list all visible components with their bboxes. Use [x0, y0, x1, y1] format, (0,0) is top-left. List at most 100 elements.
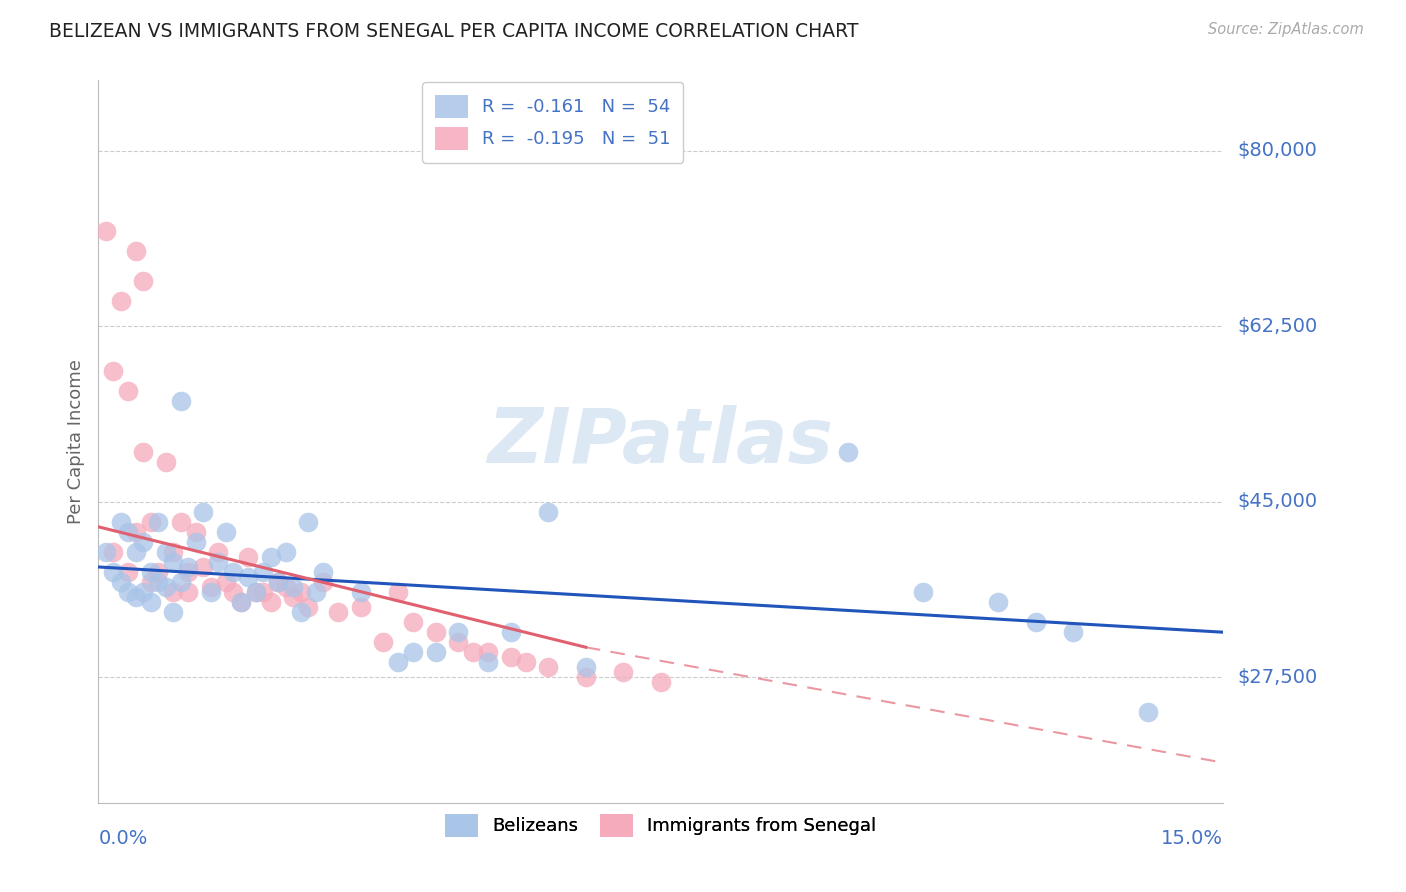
Point: [987, 595, 1010, 609]
Point: [184, 524, 207, 539]
Point: [139, 574, 162, 589]
Point: [447, 635, 470, 649]
Point: [575, 660, 598, 674]
Text: BELIZEAN VS IMMIGRANTS FROM SENEGAL PER CAPITA INCOME CORRELATION CHART: BELIZEAN VS IMMIGRANTS FROM SENEGAL PER …: [49, 22, 859, 41]
Point: [290, 605, 312, 619]
Point: [387, 585, 409, 599]
Point: [290, 585, 312, 599]
Point: [297, 515, 319, 529]
Point: [117, 585, 139, 599]
Point: [312, 574, 335, 589]
Text: $62,500: $62,500: [1237, 317, 1317, 335]
Point: [267, 574, 290, 589]
Point: [110, 515, 132, 529]
Point: [238, 570, 260, 584]
Point: [312, 565, 335, 579]
Point: [94, 224, 117, 238]
Point: [125, 524, 148, 539]
Point: [499, 625, 522, 640]
Point: [252, 585, 274, 599]
Point: [575, 670, 598, 684]
Point: [117, 565, 139, 579]
Point: [260, 549, 283, 564]
Point: [229, 595, 252, 609]
Point: [139, 595, 162, 609]
Point: [612, 665, 634, 680]
Point: [373, 635, 395, 649]
Point: [245, 585, 267, 599]
Point: [125, 244, 148, 258]
Point: [103, 545, 125, 559]
Point: [305, 585, 328, 599]
Point: [103, 364, 125, 378]
Point: [200, 585, 222, 599]
Point: [283, 590, 305, 604]
Point: [139, 515, 162, 529]
Text: ZIPatlas: ZIPatlas: [488, 405, 834, 478]
Point: [350, 585, 373, 599]
Point: [402, 615, 425, 630]
Point: [110, 574, 132, 589]
Point: [328, 605, 350, 619]
Point: [139, 565, 162, 579]
Point: [155, 454, 177, 469]
Text: 0.0%: 0.0%: [98, 830, 148, 848]
Point: [222, 585, 245, 599]
Point: [274, 580, 297, 594]
Point: [463, 645, 485, 659]
Point: [155, 545, 177, 559]
Point: [387, 655, 409, 669]
Point: [1137, 706, 1160, 720]
Point: [177, 565, 200, 579]
Point: [837, 444, 859, 458]
Point: [117, 524, 139, 539]
Text: $80,000: $80,000: [1237, 141, 1317, 160]
Y-axis label: Per Capita Income: Per Capita Income: [66, 359, 84, 524]
Point: [1025, 615, 1047, 630]
Point: [515, 655, 537, 669]
Point: [274, 545, 297, 559]
Point: [155, 580, 177, 594]
Text: $45,000: $45,000: [1237, 492, 1317, 511]
Point: [477, 655, 499, 669]
Point: [207, 545, 229, 559]
Point: [170, 394, 193, 409]
Point: [132, 534, 155, 549]
Point: [447, 625, 470, 640]
Point: [132, 444, 155, 458]
Point: [170, 574, 193, 589]
Point: [912, 585, 935, 599]
Point: [252, 565, 274, 579]
Point: [200, 580, 222, 594]
Point: [125, 545, 148, 559]
Point: [499, 650, 522, 665]
Point: [283, 580, 305, 594]
Point: [132, 585, 155, 599]
Point: [402, 645, 425, 659]
Point: [207, 555, 229, 569]
Point: [148, 515, 170, 529]
Point: [117, 384, 139, 399]
Point: [170, 515, 193, 529]
Point: [148, 574, 170, 589]
Point: [650, 675, 672, 690]
Point: [103, 565, 125, 579]
Text: 15.0%: 15.0%: [1161, 830, 1223, 848]
Text: Source: ZipAtlas.com: Source: ZipAtlas.com: [1208, 22, 1364, 37]
Point: [177, 585, 200, 599]
Point: [193, 560, 215, 574]
Point: [425, 625, 447, 640]
Point: [1062, 625, 1084, 640]
Point: [184, 534, 207, 549]
Point: [238, 549, 260, 564]
Point: [477, 645, 499, 659]
Point: [537, 505, 560, 519]
Point: [94, 545, 117, 559]
Point: [110, 293, 132, 308]
Point: [222, 565, 245, 579]
Point: [245, 585, 267, 599]
Point: [350, 600, 373, 615]
Point: [425, 645, 447, 659]
Point: [215, 574, 238, 589]
Point: [162, 585, 184, 599]
